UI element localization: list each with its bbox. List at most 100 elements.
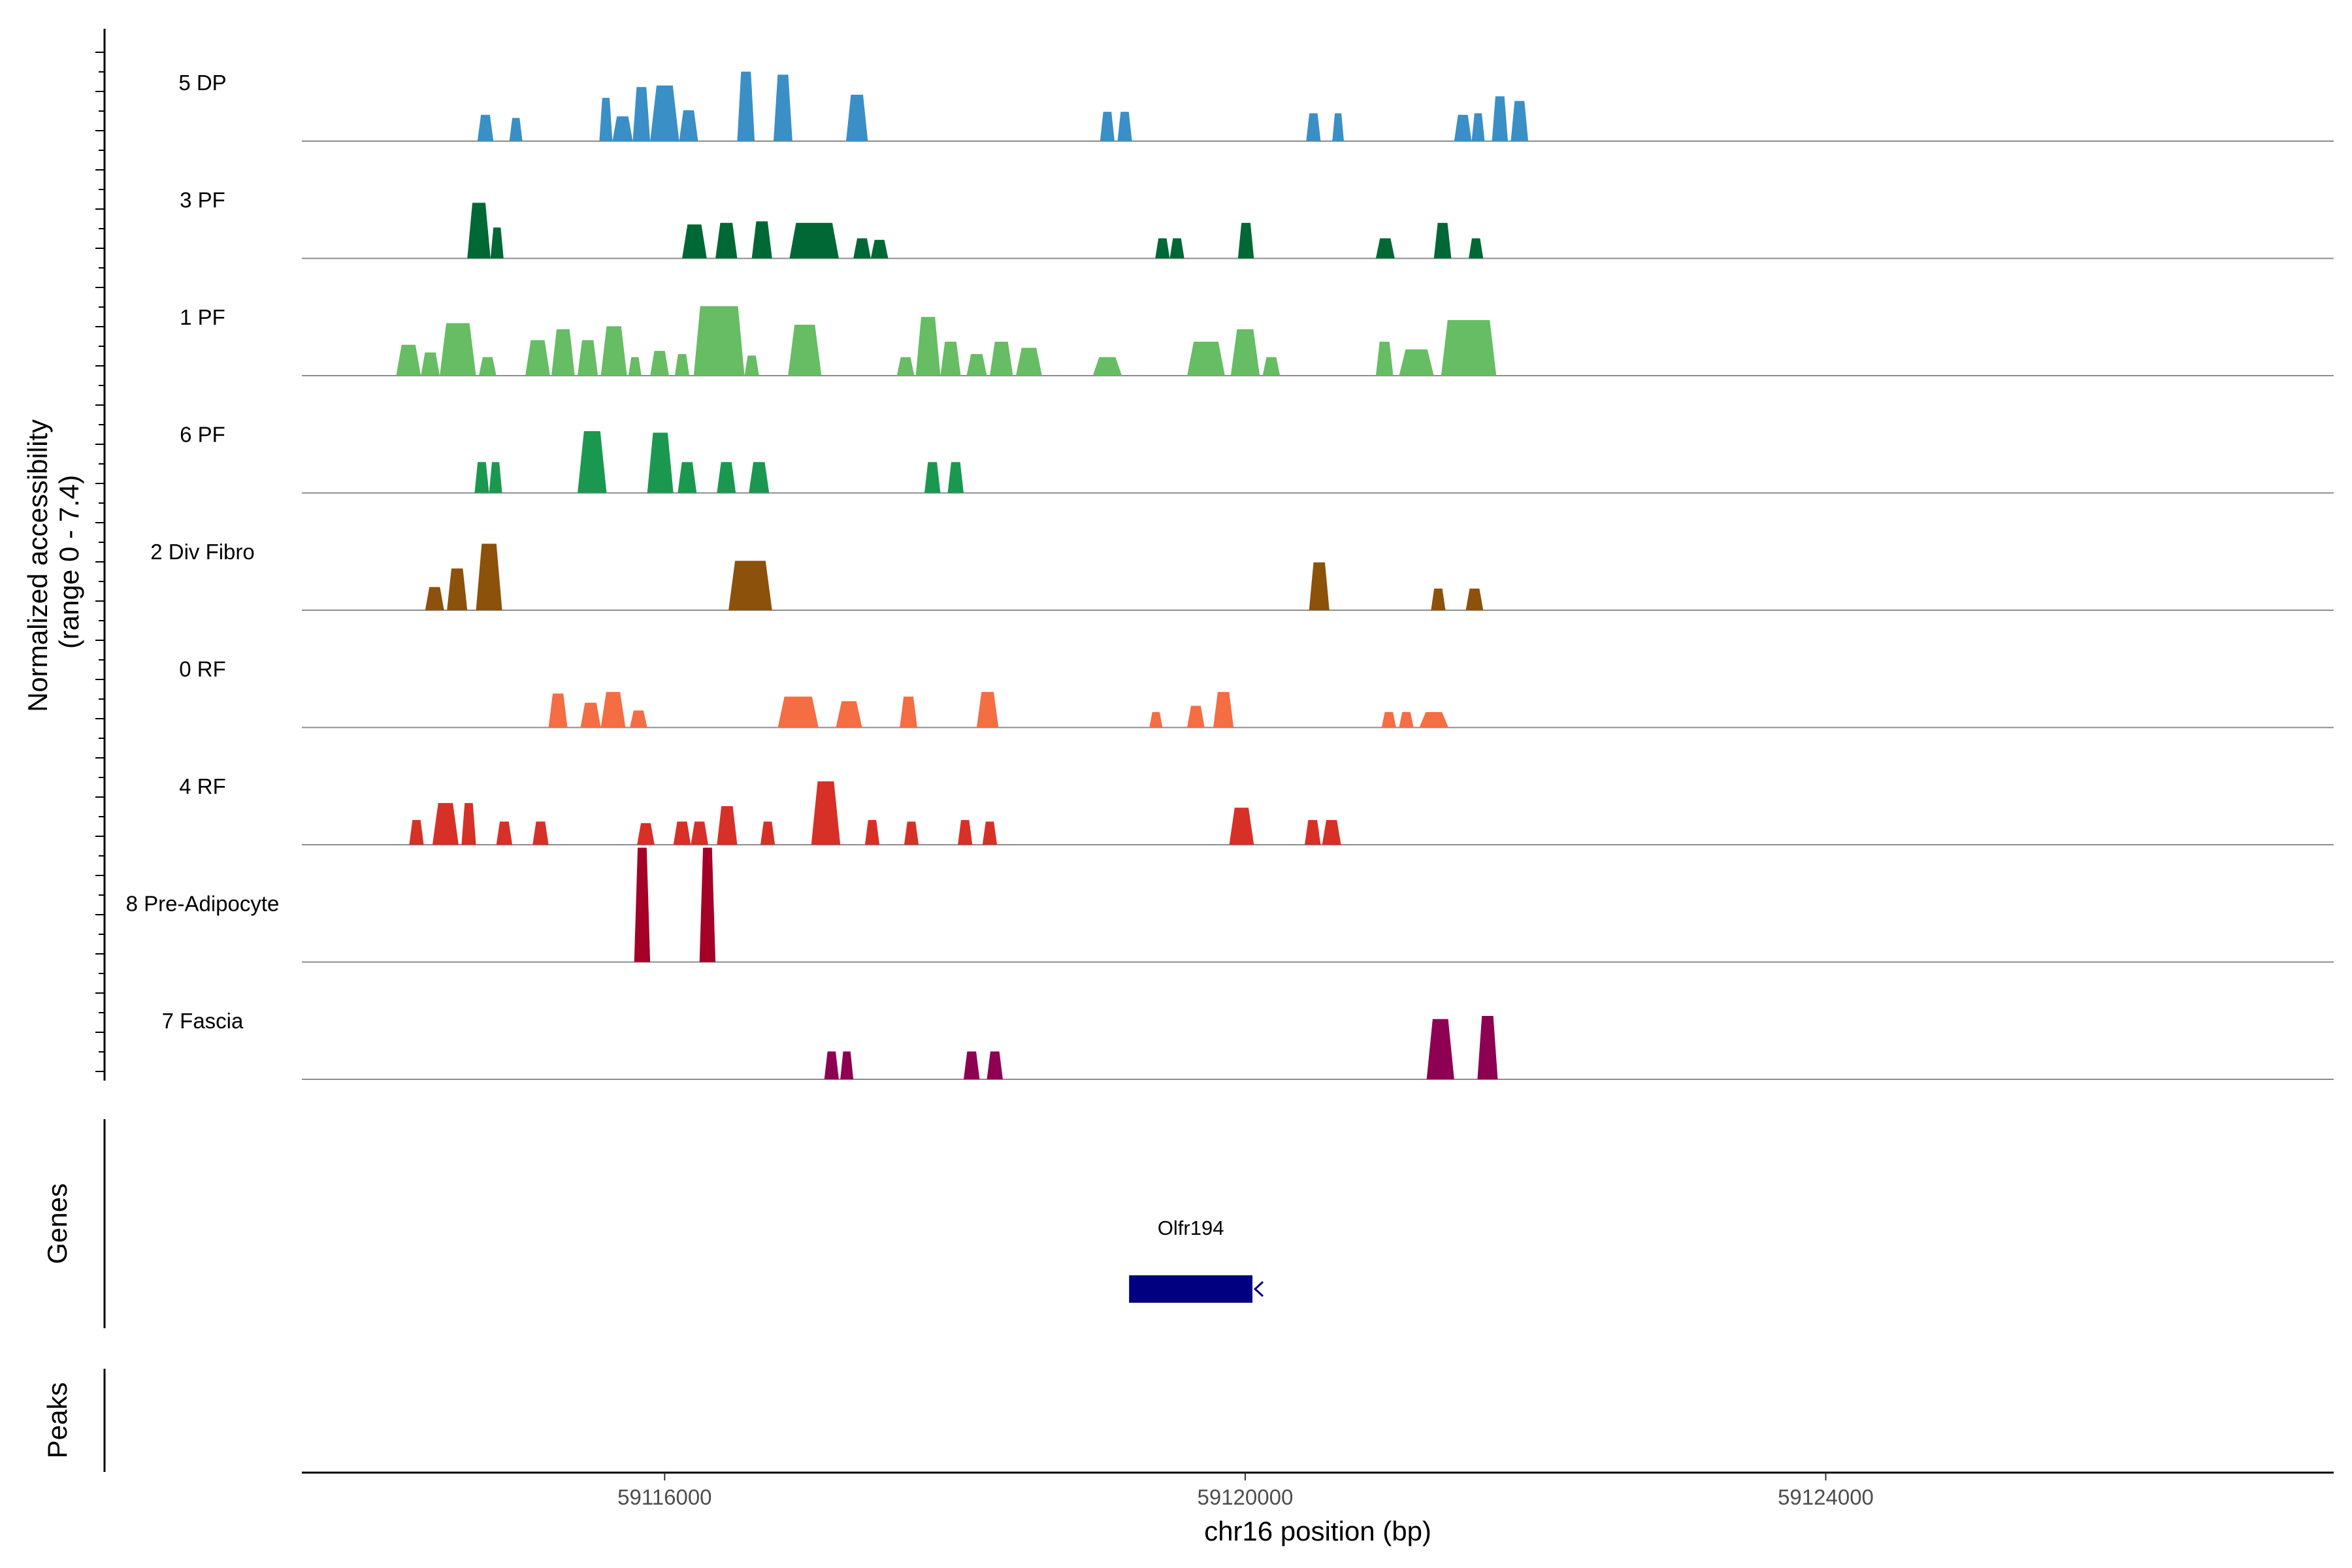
coverage-peak [490,227,504,259]
coverage-peak [1375,341,1394,376]
coverage-peak [749,462,770,493]
coverage-peak [548,693,568,728]
coverage-peak [578,340,598,376]
coverage-peak [600,692,626,728]
coverage-peak [717,462,736,493]
coverage-peak [1117,112,1132,141]
coverage-peak [1454,114,1472,141]
coverage-peak [612,116,633,141]
coverage-peak [1471,113,1485,141]
coverage-peak [1230,329,1260,376]
coverage-peak [1469,238,1484,259]
coverage-peak [1262,357,1281,376]
coverage-peak [840,1051,854,1079]
y-axis-title-line1: Normalized accessibility [22,419,53,712]
coverage-peak [509,118,523,141]
coverage-peak [982,821,998,845]
track-label: 4 RF [179,774,226,798]
coverage-peak [811,781,841,845]
coverage-peak [846,95,868,141]
coverage-peak [1305,820,1321,845]
coverage-peak [650,351,670,376]
coverage-peak [425,587,444,610]
coverage-peak [1213,692,1234,728]
coverage-peak [1322,820,1341,845]
coverage-peak [976,692,999,728]
coverage-peak [682,224,707,259]
coverage-peak [900,696,917,728]
track-label: 7 Fascia [162,1009,244,1033]
coverage-peak [525,340,550,376]
coverage-peak [958,820,973,845]
coverage-peak [760,821,776,845]
track-5: 2 Div Fibro [150,540,2334,611]
track-6: 0 RF [179,657,2334,728]
coverage-peak [777,696,819,728]
coverage-peak [396,344,421,376]
gene-body [1129,1275,1253,1303]
coverage-peak [691,821,708,845]
coverage-peak [870,240,889,259]
x-tick-label: 59124000 [1778,1485,1874,1509]
coverage-peak [989,341,1013,376]
coverage-peak [715,223,738,259]
coverage-peak [1015,348,1042,376]
coverage-peak [836,701,862,728]
track-4: 6 PF [180,423,2334,494]
coverage-peak [467,203,491,259]
x-axis-title: chr16 position (bp) [1204,1516,1431,1546]
coverage-peak [432,803,459,845]
coverage-peak [1187,706,1205,728]
coverage-peak [915,317,941,376]
coverage-peak [853,238,871,259]
coverage-peak [673,821,691,845]
coverage-peak [1441,319,1497,376]
gene-label: Olfr194 [1158,1217,1224,1239]
coverage-peak [679,110,698,141]
y-axis-ticks [95,52,105,1072]
coverage-peak [1332,113,1344,141]
coverage-peak [896,357,915,376]
coverage-peak [1477,1016,1498,1079]
coverage-peak [489,462,502,493]
coverage-peak [1375,238,1395,259]
coverage-peak [447,568,468,610]
coverage-peak [461,803,476,845]
coverage-peak [1465,588,1484,610]
coverage-peak [744,355,759,376]
coverage-peak [599,97,613,141]
coverage-peak [1426,1019,1454,1079]
coverage-peak [440,323,476,376]
coverage-peak [947,462,964,493]
coverage-peak [1229,808,1254,845]
y-axis-title-line2: (range 0 - 7.4) [54,475,84,649]
coverage-peak [940,341,961,376]
coverage-peak [987,1051,1003,1079]
coverage-peak [476,544,502,610]
strand-arrow-icon [1253,1281,1264,1298]
coverage-peak [1511,101,1529,141]
coverage-peak [632,87,651,141]
coverage-peak [674,353,690,376]
coverage-peak [773,74,792,141]
coverage-peak [737,71,755,141]
coverage-peak [717,806,738,845]
coverage-peak [1399,349,1434,376]
track-8: 8 Pre-Adipocyte [126,847,2334,963]
coverage-peak [409,820,424,845]
coverage-peak [551,329,575,376]
coverage-peak [1237,223,1254,259]
coverage-peak [966,353,987,376]
track-label: 6 PF [180,423,225,447]
coverage-peak [924,462,941,493]
coverage-peak [824,1051,839,1079]
coverage-tracks: 5 DP 3 PF 1 PF 6 PF 2 Div Fibro 0 RF 4 RF 8 Pre… [126,71,2334,1080]
coverage-peak [580,702,601,728]
track-label: 0 RF [179,657,226,681]
coverage-peak [788,324,822,376]
coverage-peak [751,221,772,259]
x-tick-label: 59116000 [617,1485,711,1509]
coverage-peak [1419,711,1448,728]
coverage-peak [1169,238,1184,259]
